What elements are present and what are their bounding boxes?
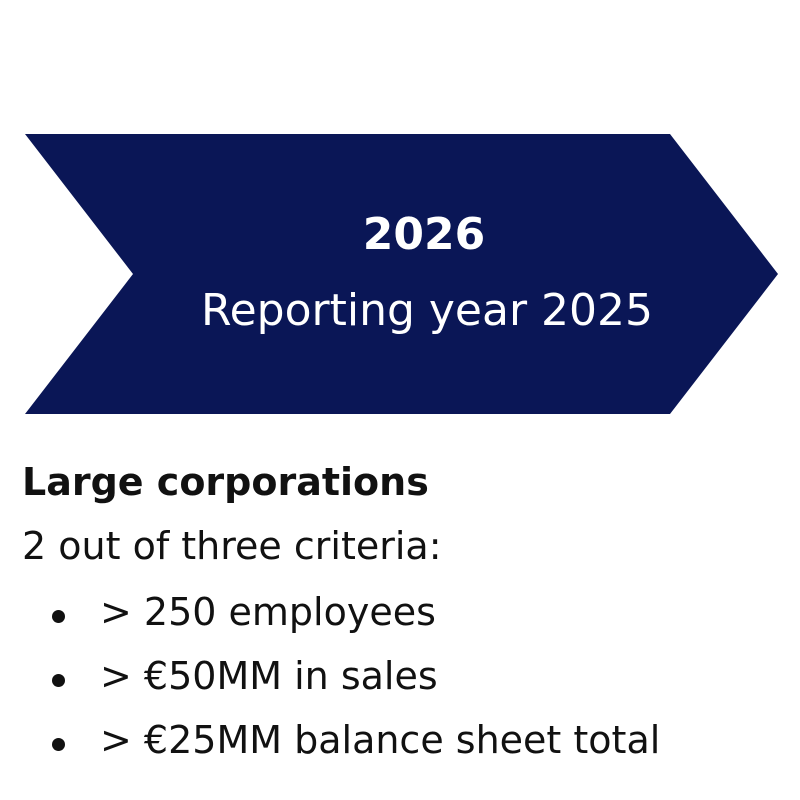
chevron-arrow	[25, 134, 778, 414]
criteria-item: > €50MM in sales	[100, 654, 438, 698]
section-heading: Large corporations	[22, 460, 429, 504]
criteria-item: > 250 employees	[100, 590, 436, 634]
bullet	[52, 610, 65, 623]
criteria-item: > €25MM balance sheet total	[100, 718, 661, 762]
arrow-subtitle: Reporting year 2025	[201, 285, 653, 336]
section-intro: 2 out of three criteria:	[22, 524, 442, 568]
bullet	[52, 674, 65, 687]
bullet	[52, 738, 65, 751]
arrow-title: 2026	[363, 209, 485, 260]
